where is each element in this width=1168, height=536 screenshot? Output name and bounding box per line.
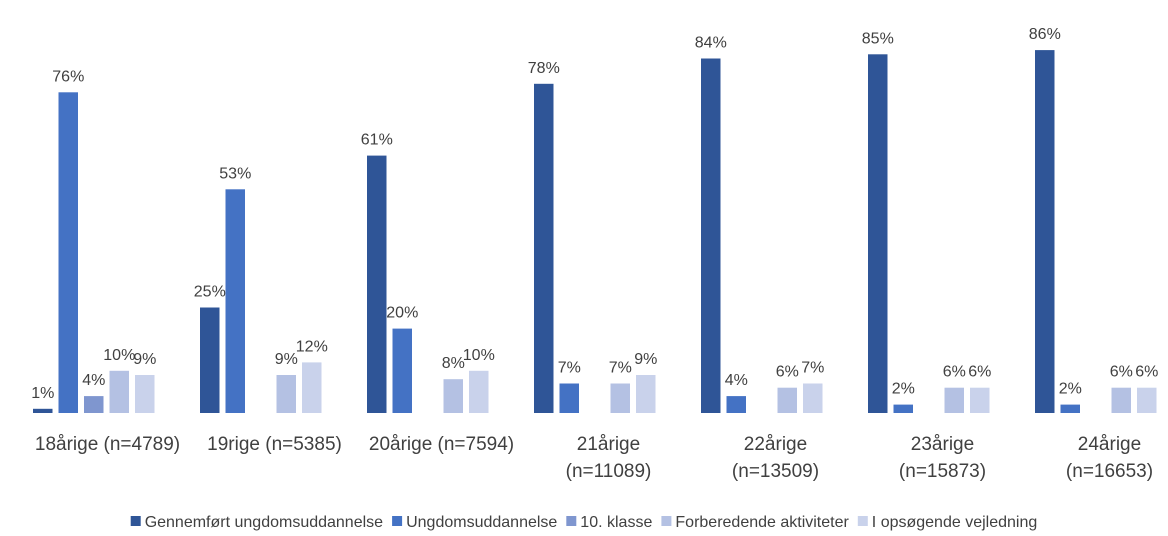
legend-label-1: Gennemført ungdomsuddannelse (145, 514, 383, 531)
value-label-4-cat-2: 9% (275, 351, 298, 368)
value-label-4-cat-5: 6% (776, 364, 799, 381)
legend-swatch-4 (661, 516, 672, 526)
value-label-1-cat-5: 84% (695, 35, 727, 52)
legend-label-4: Forberedende aktiviteter (675, 514, 849, 531)
value-label-2-cat-2: 53% (219, 165, 251, 182)
bar-1-cat-1 (33, 408, 53, 413)
legend-swatch-5 (857, 516, 868, 526)
bar-5-cat-1 (135, 375, 155, 413)
bar-4-cat-5 (777, 387, 797, 413)
bar-1-cat-7 (1035, 50, 1055, 413)
value-label-4-cat-4: 7% (609, 360, 632, 377)
bar-5-cat-4 (636, 375, 656, 413)
value-label-5-cat-4: 9% (634, 351, 657, 368)
category-label-4: 21årige (n=11089) (566, 434, 652, 482)
bar-2-cat-1 (58, 92, 78, 414)
legend-item-5: I opsøgende vejledning (857, 514, 1037, 531)
value-label-5-cat-3: 10% (463, 347, 495, 364)
bar-2-cat-2 (225, 189, 245, 413)
bar-5-cat-3 (469, 370, 489, 413)
value-label-1-cat-4: 78% (528, 60, 560, 77)
value-label-4-cat-3: 8% (442, 355, 465, 372)
bar-1-cat-5 (701, 58, 721, 413)
value-label-1-cat-7: 86% (1029, 26, 1061, 43)
value-label-2-cat-7: 2% (1059, 381, 1082, 398)
value-label-5-cat-1: 9% (133, 351, 156, 368)
category-label-7: 24årige (n=16653) (1066, 434, 1153, 482)
bar-1-cat-3 (367, 155, 387, 413)
legend-label-2: Ungdomsuddannelse (406, 514, 557, 531)
value-label-4-cat-1: 10% (103, 347, 135, 364)
bar-1-cat-4 (534, 83, 554, 414)
category-label-1: 18årige (n=4789) (35, 434, 180, 455)
value-label-2-cat-6: 2% (892, 381, 915, 398)
value-label-1-cat-3: 61% (361, 132, 393, 149)
bar-1-cat-2 (200, 307, 220, 413)
bar-4-cat-3 (443, 379, 463, 413)
legend-swatch-2 (392, 516, 403, 526)
bar-5-cat-6 (970, 387, 990, 413)
value-label-1-cat-6: 85% (862, 30, 894, 47)
bar-4-cat-1 (109, 370, 129, 413)
category-label-6: 23årige (n=15873) (899, 434, 986, 482)
category-labels-group: 18årige (n=4789) 19rige (n=5385) 20årige (… (35, 434, 1153, 482)
category-label-5: 22årige (n=13509) (732, 434, 819, 482)
legend-label-5: I opsøgende vejledning (872, 514, 1037, 531)
value-label-5-cat-2: 12% (296, 338, 328, 355)
bars-group (33, 50, 1157, 414)
bar-4-cat-2 (276, 375, 296, 413)
bar-2-cat-5 (726, 396, 746, 413)
bar-5-cat-2 (302, 362, 322, 413)
bar-2-cat-4 (559, 383, 579, 413)
bar-5-cat-5 (803, 383, 823, 413)
legend-item-2: Ungdomsuddannelse (392, 514, 557, 531)
legend: Gennemført ungdomsuddannelse Ungdomsuddan… (130, 514, 1037, 531)
bar-2-cat-6 (893, 404, 913, 413)
bar-1-cat-6 (868, 54, 888, 414)
value-labels-group: 1%76%4%10%9%25%53%9%12%61%20%8%10%78%7% 7… (31, 26, 1158, 402)
value-label-2-cat-1: 76% (52, 68, 84, 85)
legend-swatch-3 (566, 516, 577, 526)
legend-label-3: 10. klasse (580, 514, 652, 531)
legend-item-1: Gennemført ungdomsuddannelse (130, 514, 383, 531)
legend-item-3: 10. klasse (566, 514, 652, 531)
value-label-1-cat-2: 25% (194, 284, 226, 301)
value-label-2-cat-4: 7% (558, 360, 581, 377)
value-label-2-cat-5: 4% (725, 372, 748, 389)
category-label-2: 19rige (n=5385) (207, 434, 342, 455)
bar-4-cat-4 (610, 383, 630, 413)
legend-item-4: Forberedende aktiviteter (661, 514, 850, 531)
bar-2-cat-3 (392, 328, 412, 413)
value-label-4-cat-7: 6% (1110, 364, 1133, 381)
legend-swatch-1 (130, 516, 141, 526)
value-label-1-cat-1: 1% (31, 385, 54, 402)
bar-3-cat-1 (84, 396, 104, 413)
value-label-5-cat-7: 6% (1135, 364, 1158, 381)
value-label-3-cat-1: 4% (82, 372, 105, 389)
bar-4-cat-6 (944, 387, 964, 413)
value-label-5-cat-5: 7% (801, 360, 824, 377)
category-label-3: 20årige (n=7594) (369, 434, 514, 455)
value-label-4-cat-6: 6% (943, 364, 966, 381)
value-label-5-cat-6: 6% (968, 364, 991, 381)
bar-5-cat-7 (1137, 387, 1157, 413)
bar-2-cat-7 (1060, 404, 1080, 413)
bar-4-cat-7 (1111, 387, 1131, 413)
value-label-2-cat-3: 20% (386, 305, 418, 322)
